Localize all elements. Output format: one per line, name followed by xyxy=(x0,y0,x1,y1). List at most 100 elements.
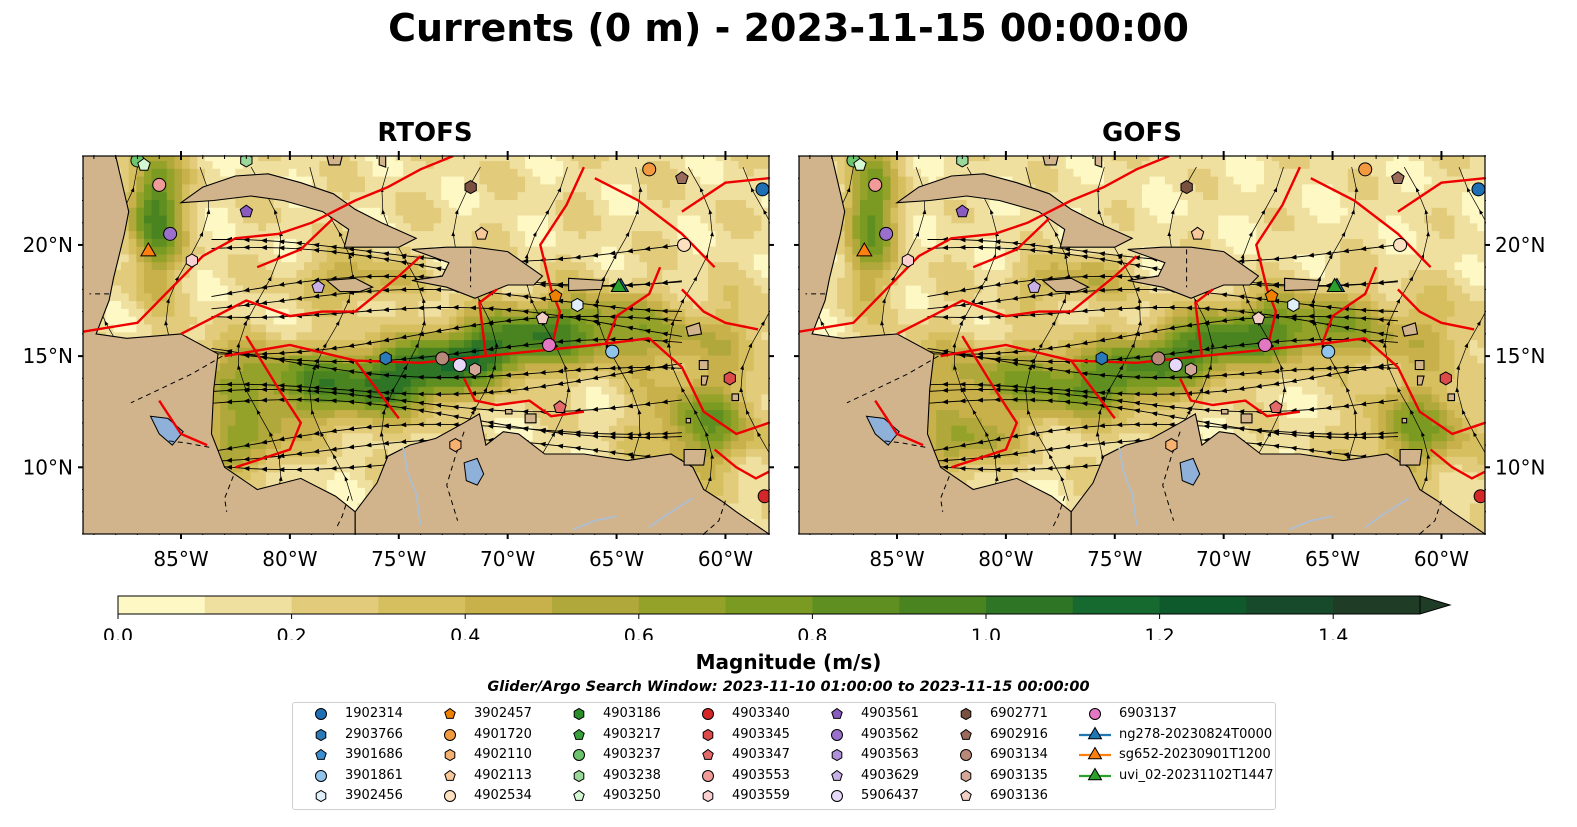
platform-4901720 xyxy=(642,162,657,177)
legend-marker-hexagon-icon xyxy=(702,728,714,741)
streamline xyxy=(1455,166,1485,482)
platform-6903135 xyxy=(1184,362,1198,377)
legend-label: 6903136 xyxy=(990,788,1048,803)
platform-3902457 xyxy=(548,288,563,302)
legend-label: 4903561 xyxy=(861,706,919,721)
platform-4903629 xyxy=(311,280,325,293)
streamline xyxy=(1311,167,1359,501)
lake xyxy=(463,457,485,486)
streamline xyxy=(236,166,284,501)
platform-1902314 xyxy=(755,182,769,197)
platform-5906437 xyxy=(1168,358,1183,373)
legend-label: 4903250 xyxy=(603,788,661,803)
colorbar: 0.0 0.2 0.4 0.6 0.8 1.0 1.2 1.4 xyxy=(103,595,1452,640)
legend-label: 6903135 xyxy=(990,767,1048,783)
platform-6903136 xyxy=(535,311,550,325)
platform-markers xyxy=(846,156,1485,504)
legend-label: uvi_02-20231102T1447 xyxy=(1119,767,1274,783)
lon-tick-label: 60°W xyxy=(1414,547,1469,571)
platform-4903629 xyxy=(1027,280,1041,293)
legend-label: 3902457 xyxy=(474,706,532,721)
legend-marker-triangle-icon xyxy=(1079,726,1111,739)
legend-label: 4903345 xyxy=(732,726,790,742)
legend-marker-hexagon-icon xyxy=(315,789,327,803)
legend-label: 4902534 xyxy=(474,788,532,803)
platform-6902916 xyxy=(675,171,689,184)
colorbar-segment xyxy=(291,596,379,614)
platform-4903340 xyxy=(1473,489,1485,504)
legend-label: 4903559 xyxy=(732,788,790,803)
legend-label: 4903553 xyxy=(732,767,790,783)
platform-4903250 xyxy=(137,157,151,171)
river xyxy=(1364,497,1410,528)
main-title: Currents (0 m) - 2023-11-15 00:00:00 xyxy=(388,6,1189,50)
legend-marker-circle-icon xyxy=(444,790,456,802)
legend-marker-pentagon-icon xyxy=(831,707,843,719)
lake xyxy=(865,415,900,446)
country-border xyxy=(881,440,926,448)
legend-label: 2903766 xyxy=(345,726,403,742)
colorbar-segment xyxy=(118,596,206,614)
legend-marker-pentagon-icon xyxy=(960,789,972,801)
legend: 1902314 2903766 3901686 3901861 3902456 39024… xyxy=(292,702,1276,810)
platform-4903561 xyxy=(955,204,970,218)
streamline xyxy=(307,167,355,501)
lat-tick-label: 10°N xyxy=(1495,455,1545,479)
platform-3901861 xyxy=(605,344,620,359)
legend-marker-circle-icon xyxy=(315,769,327,782)
legend-marker-hexagon-icon xyxy=(831,748,843,762)
legend-label: 4903347 xyxy=(732,747,790,762)
search-window-text: Glider/Argo Search Window: 2023-11-10 01… xyxy=(487,679,1090,695)
lat-tick-label: 15°N xyxy=(23,344,73,368)
legend-marker-circle-icon xyxy=(702,708,714,720)
legend-marker-hexagon-icon xyxy=(444,748,456,762)
colorbar-label: Magnitude (m/s) xyxy=(695,650,882,674)
country-border xyxy=(165,440,210,448)
lon-tick-label: 85°W xyxy=(869,547,924,571)
map-figure: 85°W 80°W 75°W 70°W 65°W 60°W 20°N 15°N 10°N 85°… xyxy=(23,151,1545,640)
lon-tick-label: 75°W xyxy=(371,547,426,571)
platform-4902113 xyxy=(1190,226,1205,240)
legend-marker-triangle-icon xyxy=(1079,746,1111,760)
platform-4902534 xyxy=(677,237,692,252)
platform-4903553 xyxy=(152,177,167,192)
platform-5906437 xyxy=(452,358,467,373)
legend-marker-circle-icon xyxy=(831,728,843,741)
legend-label: 4902113 xyxy=(474,767,532,783)
colorbar-tick-label: 0.8 xyxy=(797,625,827,640)
platform-3902456 xyxy=(1287,297,1300,313)
legend-label: 3901861 xyxy=(345,767,403,783)
panel-title-rtofs: RTOFS xyxy=(377,118,473,148)
colorbar-extend-arrow xyxy=(1419,595,1452,615)
legend-marker-circle-icon xyxy=(702,769,714,782)
platform-6903134 xyxy=(435,351,450,366)
map-panel-rtofs: 85°W 80°W 75°W 70°W 65°W 60°W 20°N 15°N 10°N xyxy=(23,151,774,571)
platform-4901720 xyxy=(1358,162,1373,177)
panel-title-gofs: GOFS xyxy=(1102,118,1182,148)
colorbar-tick-label: 0.6 xyxy=(624,625,654,640)
platform-4903562 xyxy=(163,226,178,241)
legend-marker-hexagon-icon xyxy=(315,728,327,741)
legend-label: 4903562 xyxy=(861,726,919,742)
legend-marker-hexagon-icon xyxy=(960,769,972,782)
platform-sg652-20230901T1200 xyxy=(856,242,873,257)
colorbar-segment xyxy=(725,596,813,614)
platform-4903238 xyxy=(240,156,253,168)
river xyxy=(648,497,694,528)
platform-4902110 xyxy=(449,438,462,453)
legend-marker-pentagon-icon xyxy=(444,769,456,781)
legend-marker-pentagon-icon xyxy=(702,748,714,760)
eez-boundaries xyxy=(799,156,1485,480)
platform-6902771 xyxy=(464,180,477,195)
platform-3902456 xyxy=(571,297,584,313)
streamline xyxy=(595,167,643,501)
lake xyxy=(149,415,184,446)
legend-label: 1902314 xyxy=(345,706,403,721)
platform-6903135 xyxy=(468,362,482,377)
colorbar-segment xyxy=(899,596,987,614)
colorbar-segment xyxy=(465,596,553,614)
legend-marker-pentagon-icon xyxy=(960,728,972,740)
platform-4903347 xyxy=(1269,400,1283,413)
platform-2903766 xyxy=(1095,351,1108,366)
platform-6903137 xyxy=(542,338,557,352)
